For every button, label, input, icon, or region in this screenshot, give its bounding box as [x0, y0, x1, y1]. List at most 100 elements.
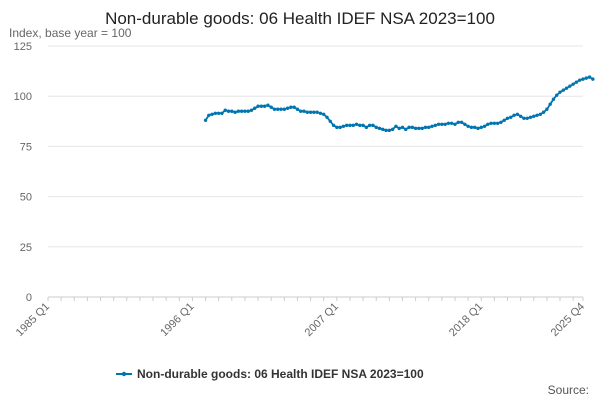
data-point[interactable] [495, 121, 500, 126]
legend[interactable]: Non-durable goods: 06 Health IDEF NSA 20… [116, 367, 424, 381]
data-point[interactable] [246, 109, 250, 113]
data-point[interactable] [322, 112, 326, 116]
data-point[interactable] [272, 107, 277, 111]
data-point[interactable] [262, 104, 267, 108]
data-point[interactable] [387, 128, 392, 133]
data-point[interactable] [259, 104, 264, 108]
data-point[interactable] [512, 113, 516, 117]
data-point[interactable] [568, 84, 572, 88]
data-point[interactable] [361, 123, 365, 128]
data-point[interactable] [233, 110, 237, 114]
data-point[interactable] [469, 125, 474, 130]
data-point[interactable] [522, 116, 526, 120]
data-point[interactable] [443, 122, 447, 127]
data-point[interactable] [581, 77, 585, 81]
data-point[interactable] [525, 116, 529, 120]
data-point[interactable] [308, 110, 313, 114]
data-point[interactable] [584, 76, 588, 80]
data-point[interactable] [239, 109, 244, 113]
data-point[interactable] [354, 122, 359, 127]
source-label[interactable]: Source: [548, 383, 589, 397]
data-point[interactable] [417, 126, 421, 131]
data-point[interactable] [587, 75, 592, 79]
data-point[interactable] [515, 112, 520, 116]
data-point[interactable] [400, 125, 405, 130]
data-point[interactable] [358, 123, 362, 128]
data-point[interactable] [236, 109, 241, 113]
data-point[interactable] [216, 111, 221, 115]
data-point[interactable] [312, 110, 316, 114]
data-point[interactable] [413, 126, 418, 131]
data-point[interactable] [407, 125, 411, 130]
data-point[interactable] [394, 124, 398, 129]
data-point[interactable] [318, 111, 323, 115]
data-point[interactable] [223, 108, 227, 112]
data-point[interactable] [518, 114, 523, 118]
data-point[interactable] [446, 121, 451, 126]
data-point[interactable] [505, 116, 510, 120]
data-point[interactable] [509, 115, 513, 119]
data-point[interactable] [285, 106, 290, 110]
data-point[interactable] [558, 90, 562, 94]
data-point[interactable] [210, 112, 214, 116]
data-point[interactable] [289, 105, 293, 109]
data-point[interactable] [226, 109, 231, 113]
data-point[interactable] [371, 123, 375, 128]
data-point[interactable] [436, 122, 441, 127]
data-point[interactable] [423, 125, 428, 130]
data-point[interactable] [528, 115, 533, 119]
data-point[interactable] [535, 113, 539, 117]
data-point[interactable] [243, 109, 247, 113]
data-point[interactable] [466, 124, 470, 129]
data-point[interactable] [440, 122, 444, 127]
data-point[interactable] [207, 113, 211, 117]
data-point[interactable] [302, 109, 306, 113]
data-point[interactable] [571, 82, 575, 86]
data-point[interactable] [532, 114, 536, 118]
data-point[interactable] [397, 126, 401, 131]
data-point[interactable] [335, 125, 339, 130]
data-point[interactable] [331, 123, 336, 128]
data-point[interactable] [561, 88, 566, 92]
data-point[interactable] [479, 125, 483, 130]
data-point[interactable] [325, 115, 329, 119]
data-point[interactable] [305, 110, 309, 114]
data-point[interactable] [295, 107, 300, 111]
data-point[interactable] [344, 123, 349, 128]
data-point[interactable] [551, 97, 556, 101]
data-point[interactable] [374, 125, 378, 130]
data-point[interactable] [502, 118, 506, 123]
data-point[interactable] [548, 102, 552, 106]
data-point[interactable] [220, 111, 224, 115]
data-point[interactable] [381, 127, 385, 132]
data-point[interactable] [266, 103, 270, 107]
data-point[interactable] [328, 119, 332, 124]
data-point[interactable] [292, 105, 296, 109]
data-point[interactable] [213, 111, 218, 115]
data-point[interactable] [453, 122, 457, 127]
data-point[interactable] [279, 107, 283, 111]
data-point[interactable] [230, 109, 234, 113]
data-point[interactable] [541, 110, 546, 114]
data-point[interactable] [499, 120, 503, 125]
data-point[interactable] [338, 125, 342, 130]
data-point[interactable] [351, 123, 355, 128]
data-point[interactable] [341, 124, 346, 129]
data-point[interactable] [564, 86, 569, 90]
data-point[interactable] [384, 128, 388, 133]
data-point[interactable] [367, 123, 372, 128]
data-point[interactable] [450, 121, 454, 126]
data-point[interactable] [253, 106, 257, 110]
data-point[interactable] [364, 125, 369, 130]
data-point[interactable] [348, 123, 352, 128]
data-point[interactable] [486, 122, 490, 127]
data-point[interactable] [377, 126, 382, 131]
data-point[interactable] [269, 105, 273, 109]
data-point[interactable] [430, 124, 434, 129]
data-point[interactable] [574, 80, 579, 84]
data-point[interactable] [390, 127, 395, 132]
data-point[interactable] [545, 107, 549, 111]
data-point[interactable] [410, 125, 415, 130]
data-point[interactable] [463, 122, 467, 127]
data-point[interactable] [482, 124, 487, 129]
